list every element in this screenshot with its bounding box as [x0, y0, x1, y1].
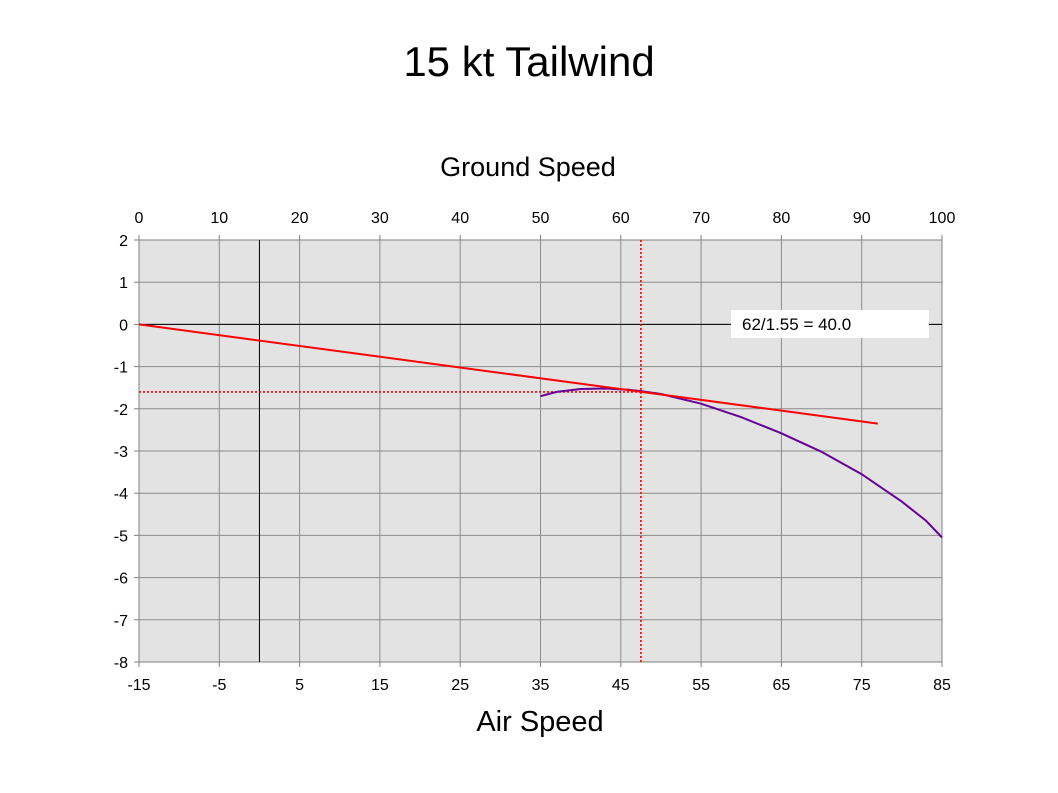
y-tick-label: 1 [119, 275, 128, 292]
x-tick-label: 75 [853, 677, 871, 694]
x-tick-label: -5 [212, 677, 226, 694]
x-tick-label: 55 [692, 677, 710, 694]
series-layer [138, 323, 943, 539]
y-tick-label: -6 [114, 571, 128, 588]
x-tick-label: 5 [295, 677, 304, 694]
y-tick-label: 0 [119, 317, 128, 334]
y-tick-label: -8 [114, 655, 128, 672]
top-tick-label: 70 [692, 210, 710, 227]
performance-curve [540, 387, 943, 539]
y-tick-label: -2 [114, 402, 128, 419]
annotation-text: 62/1.55 = 40.0 [742, 315, 851, 334]
y-tick-label: -3 [114, 444, 128, 461]
y-tick-label: -5 [114, 528, 128, 545]
top-tick-label: 20 [291, 210, 309, 227]
top-tick-label: 0 [135, 210, 144, 227]
bottom-axis-title: Air Speed [476, 706, 603, 738]
x-tick-label: 45 [612, 677, 630, 694]
x-tick-label: 25 [451, 677, 469, 694]
ticks: -150-51052015302540355045605570658075908… [114, 210, 956, 694]
top-tick-label: 50 [532, 210, 550, 227]
x-tick-label: -15 [127, 677, 150, 694]
tangent-line [138, 323, 878, 425]
top-tick-label: 90 [853, 210, 871, 227]
y-tick-label: 2 [119, 233, 128, 250]
y-tick-label: -7 [114, 613, 128, 630]
top-tick-label: 80 [773, 210, 791, 227]
slide-title: 15 kt Tailwind [403, 38, 655, 85]
y-tick-label: -4 [114, 486, 128, 503]
top-tick-label: 30 [371, 210, 389, 227]
top-tick-label: 100 [929, 210, 956, 227]
x-tick-label: 15 [371, 677, 389, 694]
x-tick-label: 35 [532, 677, 550, 694]
x-tick-label: 85 [933, 677, 951, 694]
annotation-background [731, 310, 929, 338]
top-axis-title: Ground Speed [440, 152, 616, 182]
top-tick-label: 40 [451, 210, 469, 227]
top-tick-label: 60 [612, 210, 630, 227]
x-tick-label: 65 [773, 677, 791, 694]
top-tick-label: 10 [210, 210, 228, 227]
y-tick-label: -1 [114, 360, 128, 377]
